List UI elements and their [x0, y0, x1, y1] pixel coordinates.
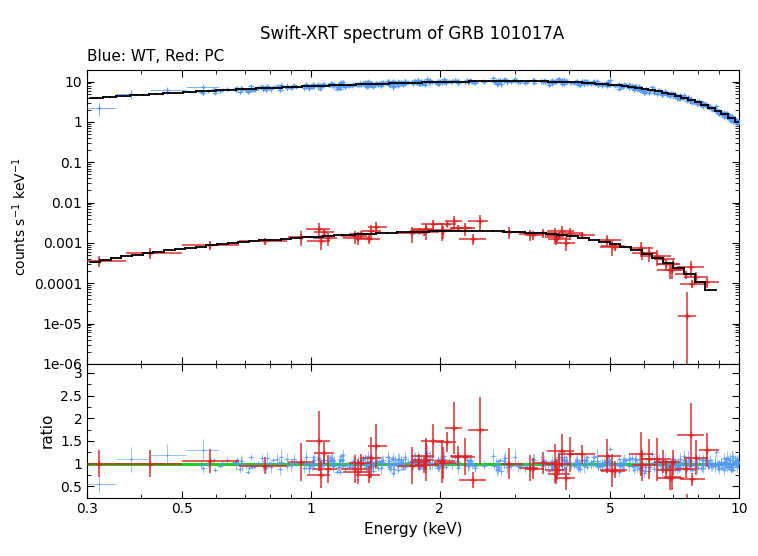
Y-axis label: counts s$^{-1}$ keV$^{-1}$: counts s$^{-1}$ keV$^{-1}$	[10, 157, 29, 276]
Y-axis label: ratio: ratio	[39, 413, 55, 448]
X-axis label: Energy (keV): Energy (keV)	[364, 522, 462, 537]
Text: Blue: WT, Red: PC: Blue: WT, Red: PC	[87, 48, 224, 63]
Text: Swift-XRT spectrum of GRB 101017A: Swift-XRT spectrum of GRB 101017A	[260, 25, 565, 43]
